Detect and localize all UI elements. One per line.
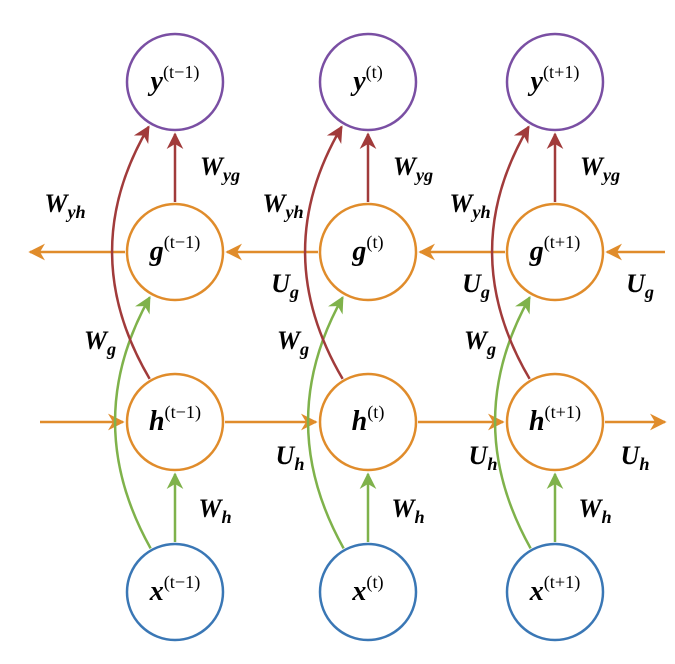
label-wyh-t: Wyh: [262, 189, 303, 222]
label-ug-tp1: Ug: [626, 269, 654, 302]
label-uh-tp1: Uh: [621, 441, 650, 474]
label-uh-t: Uh: [469, 441, 498, 474]
label-wg-tm1: Wg: [84, 326, 116, 359]
label-wg-tp1: Wg: [464, 326, 496, 359]
label-uh-tm1: Uh: [276, 441, 305, 474]
label-ug-t: Ug: [462, 269, 490, 302]
label-wyg-t: Wyg: [393, 152, 433, 185]
label-wh-tp1: Wh: [578, 494, 611, 527]
birnn-diagram: y(t−1)g(t−1)h(t−1)x(t−1)y(t)g(t)h(t)x(t)…: [0, 0, 675, 664]
label-wh-tm1: Wh: [198, 494, 231, 527]
label-wyh-tp1: Wyh: [449, 189, 490, 222]
label-wyg-tp1: Wyg: [580, 152, 620, 185]
label-wg-t: Wg: [277, 326, 309, 359]
label-wyh-tm1: Wyh: [44, 189, 85, 222]
edges-layer: [30, 127, 665, 549]
label-ug-tm1: Ug: [271, 269, 299, 302]
label-wyg-tm1: Wyg: [200, 152, 240, 185]
label-wh-t: Wh: [391, 494, 424, 527]
nodes-layer: y(t−1)g(t−1)h(t−1)x(t−1)y(t)g(t)h(t)x(t)…: [127, 34, 603, 640]
